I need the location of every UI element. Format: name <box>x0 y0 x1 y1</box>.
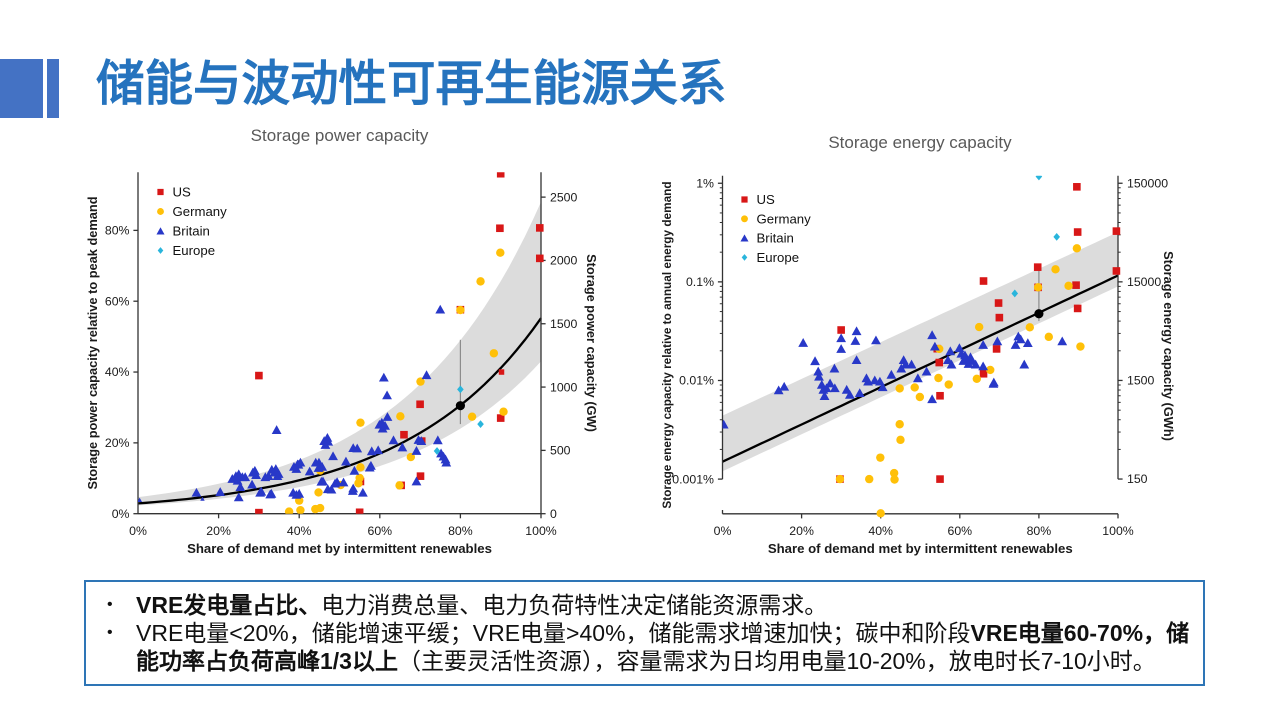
svg-text:1500: 1500 <box>1127 374 1155 388</box>
svg-text:US: US <box>173 185 192 200</box>
energy-y2-axis-title: Storage energy capacity (GWh) <box>1161 251 1176 441</box>
power-y-axis-title: Storage power capacity relative to peak … <box>85 196 100 489</box>
svg-text:20%: 20% <box>105 436 130 450</box>
svg-text:20%: 20% <box>206 524 231 538</box>
svg-text:40%: 40% <box>868 524 893 538</box>
svg-text:1000: 1000 <box>550 380 578 394</box>
power-y2-axis-title: Storage power capacity (GW) <box>584 254 599 432</box>
energy-legend: US Germany Britain Europe <box>740 192 811 265</box>
energy-series-europe <box>1011 175 1060 298</box>
svg-text:Britain: Britain <box>757 231 794 246</box>
svg-text:1500: 1500 <box>550 317 578 331</box>
bullet2-seg-regular-1: VRE电量<20%，储能增速平缓；VRE电量>40%，储能需求增速加快；碳中和阶… <box>136 620 971 646</box>
energy-annotation-dot <box>1034 309 1044 319</box>
power-annotation-dot <box>455 401 465 411</box>
bullet1-seg-bold: VRE发电量占比、 <box>136 592 322 618</box>
svg-text:2000: 2000 <box>550 254 578 268</box>
svg-text:100%: 100% <box>1102 524 1134 538</box>
svg-text:150: 150 <box>1127 472 1148 486</box>
bullet-item-2: • VRE电量<20%，储能增速平缓；VRE电量>40%，储能需求增速加快；碳中… <box>100 619 1194 675</box>
power-legend: US Germany Britain Europe <box>156 185 228 258</box>
svg-text:500: 500 <box>550 444 571 458</box>
bullet-item-1: • VRE发电量占比、电力消费总量、电力负荷特性决定储能资源需求。 <box>100 591 1194 619</box>
power-confidence-band <box>138 202 541 506</box>
svg-text:60%: 60% <box>947 524 972 538</box>
svg-text:80%: 80% <box>1027 524 1052 538</box>
svg-text:US: US <box>757 192 776 207</box>
svg-text:0%: 0% <box>714 524 732 538</box>
energy-series-germany <box>835 244 1085 518</box>
power-series-britain <box>138 304 452 502</box>
energy-x-axis-title: Share of demand met by intermittent rene… <box>768 541 1073 556</box>
energy-confidence-band <box>722 232 1118 472</box>
svg-text:100%: 100% <box>525 524 557 538</box>
power-x-axis-title: Share of demand met by intermittent rene… <box>187 541 492 556</box>
svg-text:80%: 80% <box>105 224 130 238</box>
bullet2-seg-bold: VRE电量60-70%，储能功率占负荷高峰1/3以上 <box>136 620 1190 674</box>
svg-text:60%: 60% <box>105 294 130 308</box>
svg-text:40%: 40% <box>105 365 130 379</box>
notes-box: • VRE发电量占比、电力消费总量、电力负荷特性决定储能资源需求。 • VRE电… <box>84 580 1205 686</box>
bullet-dot-1: • <box>107 596 113 613</box>
title-accent-bar-thin <box>47 59 59 118</box>
svg-text:150000: 150000 <box>1127 176 1168 190</box>
svg-text:Europe: Europe <box>757 250 800 265</box>
svg-text:Europe: Europe <box>173 243 216 258</box>
bullet2-seg-regular-2: （主要灵活性资源），容量需求为日均用电量10-20%，放电时长7-10小时。 <box>397 648 1156 674</box>
bullet1-seg-regular: 电力消费总量、电力负荷特性决定储能资源需求。 <box>321 592 828 618</box>
svg-text:0.01%: 0.01% <box>679 374 714 388</box>
title-accent-bar-big <box>0 59 43 118</box>
svg-text:0%: 0% <box>112 507 130 521</box>
svg-text:60%: 60% <box>367 524 392 538</box>
svg-text:20%: 20% <box>789 524 814 538</box>
svg-text:80%: 80% <box>448 524 473 538</box>
svg-text:15000: 15000 <box>1127 275 1161 289</box>
svg-text:0.1%: 0.1% <box>686 275 714 289</box>
energy-series-britain <box>722 326 1068 429</box>
power-series-europe <box>433 385 484 455</box>
power-chart-title: Storage power capacity <box>251 126 429 145</box>
energy-tick-labels: 0% 20% 40% 60% 80% 100% 1% 0.1% 0.01% 0.001% 15000… <box>672 176 1168 538</box>
bullet-text-1: VRE发电量占比、电力消费总量、电力负荷特性决定储能资源需求。 <box>136 591 1194 619</box>
svg-text:0.001%: 0.001% <box>672 472 714 486</box>
svg-text:1%: 1% <box>696 176 714 190</box>
energy-y-axis-title: Storage energy capacity relative to annu… <box>660 181 674 508</box>
svg-text:Germany: Germany <box>757 211 812 226</box>
energy-axes <box>717 175 1123 519</box>
power-trend-line <box>138 317 542 505</box>
svg-text:40%: 40% <box>287 524 312 538</box>
power-tick-labels: 0% 20% 40% 60% 80% 100% 0% 20% 40% 60% 80% 0 500 1000… <box>105 190 578 538</box>
energy-trend-line <box>722 274 1119 463</box>
bullet-text-2: VRE电量<20%，储能增速平缓；VRE电量>40%，储能需求增速加快；碳中和阶… <box>136 619 1194 675</box>
bullet-dot-2: • <box>107 624 113 641</box>
svg-text:2500: 2500 <box>550 190 578 204</box>
energy-chart-title: Storage energy capacity <box>828 133 1012 152</box>
svg-text:0: 0 <box>550 507 557 521</box>
page-title: 储能与波动性可再生能源关系 <box>96 57 727 111</box>
svg-text:Britain: Britain <box>173 224 210 239</box>
svg-text:Germany: Germany <box>173 204 228 219</box>
svg-text:0%: 0% <box>129 524 147 538</box>
